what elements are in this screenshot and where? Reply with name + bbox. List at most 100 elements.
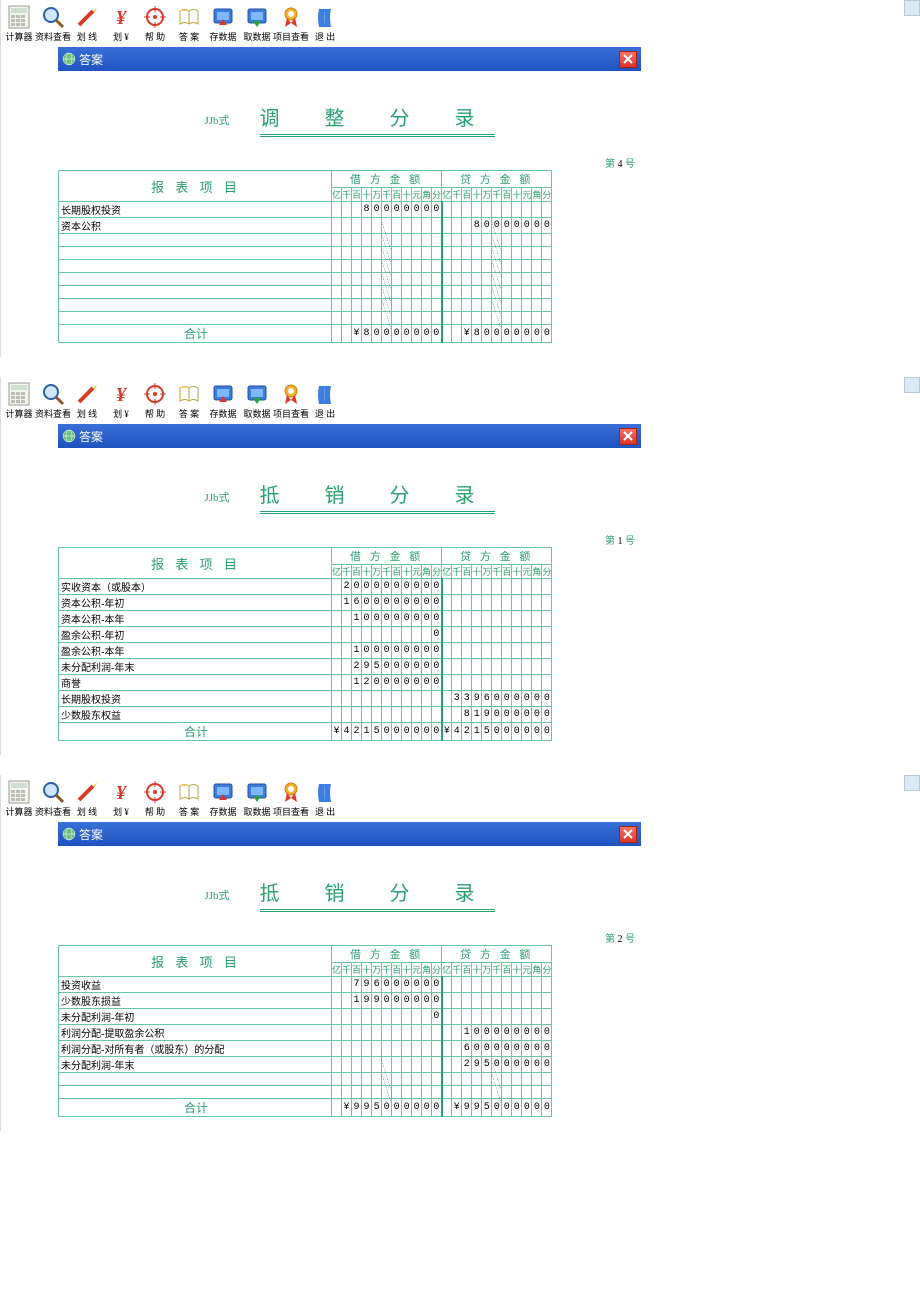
debit-cell[interactable]: [332, 247, 342, 260]
item-name[interactable]: 长期股权投资: [59, 691, 332, 707]
debit-cell[interactable]: [422, 299, 432, 312]
credit-cell[interactable]: [472, 286, 482, 299]
credit-cell[interactable]: [452, 1041, 462, 1057]
credit-cell[interactable]: 9: [482, 707, 492, 723]
debit-cell[interactable]: [392, 234, 402, 247]
debit-cell[interactable]: 0: [382, 202, 392, 218]
debit-cell[interactable]: [412, 1009, 422, 1025]
debit-cell[interactable]: [342, 659, 352, 675]
credit-cell[interactable]: [482, 299, 492, 312]
credit-cell[interactable]: [462, 218, 472, 234]
debit-cell[interactable]: [342, 1086, 352, 1099]
credit-cell[interactable]: [462, 1009, 472, 1025]
credit-cell[interactable]: [502, 286, 512, 299]
credit-cell[interactable]: [442, 691, 452, 707]
credit-cell[interactable]: [542, 234, 552, 247]
debit-cell[interactable]: 5: [372, 659, 382, 675]
toolbar-btn-3[interactable]: ¥ 划 ¥: [105, 4, 137, 43]
credit-cell[interactable]: 0: [512, 1041, 522, 1057]
credit-cell[interactable]: [462, 312, 472, 325]
credit-cell[interactable]: 0: [512, 1057, 522, 1073]
debit-cell[interactable]: 0: [422, 993, 432, 1009]
debit-cell[interactable]: [362, 627, 372, 643]
debit-cell[interactable]: [402, 1041, 412, 1057]
debit-cell[interactable]: 0: [432, 579, 442, 595]
credit-cell[interactable]: [462, 260, 472, 273]
credit-cell[interactable]: [542, 247, 552, 260]
debit-cell[interactable]: [422, 1009, 432, 1025]
credit-cell[interactable]: [542, 299, 552, 312]
credit-cell[interactable]: 0: [532, 1057, 542, 1073]
debit-cell[interactable]: [422, 286, 432, 299]
debit-cell[interactable]: 0: [362, 643, 372, 659]
toolbar-btn-9[interactable]: 退 出: [309, 381, 341, 420]
credit-cell[interactable]: [472, 643, 482, 659]
credit-cell[interactable]: 0: [512, 218, 522, 234]
credit-cell[interactable]: 0: [532, 1025, 542, 1041]
credit-cell[interactable]: [492, 659, 502, 675]
credit-cell[interactable]: [522, 312, 532, 325]
debit-cell[interactable]: 0: [382, 611, 392, 627]
credit-cell[interactable]: [502, 675, 512, 691]
debit-cell[interactable]: [372, 1073, 382, 1086]
debit-cell[interactable]: [412, 1073, 422, 1086]
debit-cell[interactable]: 1: [342, 595, 352, 611]
debit-cell[interactable]: [412, 247, 422, 260]
debit-cell[interactable]: [392, 299, 402, 312]
credit-cell[interactable]: [452, 202, 462, 218]
item-name[interactable]: 未分配利润-年末: [59, 659, 332, 675]
debit-cell[interactable]: [362, 707, 372, 723]
toolbar-btn-8[interactable]: 项目查看: [275, 779, 307, 818]
credit-cell[interactable]: [512, 579, 522, 595]
credit-cell[interactable]: [462, 579, 472, 595]
credit-cell[interactable]: [512, 1073, 522, 1086]
credit-cell[interactable]: [542, 202, 552, 218]
debit-cell[interactable]: [342, 234, 352, 247]
credit-cell[interactable]: [542, 1073, 552, 1086]
debit-cell[interactable]: [332, 977, 342, 993]
debit-cell[interactable]: [372, 247, 382, 260]
credit-cell[interactable]: 0: [522, 1041, 532, 1057]
debit-cell[interactable]: [352, 286, 362, 299]
debit-cell[interactable]: [422, 218, 432, 234]
credit-cell[interactable]: 0: [542, 691, 552, 707]
credit-cell[interactable]: [502, 312, 512, 325]
credit-cell[interactable]: [532, 643, 542, 659]
credit-cell[interactable]: [482, 675, 492, 691]
debit-cell[interactable]: 0: [392, 579, 402, 595]
credit-cell[interactable]: [542, 675, 552, 691]
credit-cell[interactable]: [542, 286, 552, 299]
debit-cell[interactable]: [332, 299, 342, 312]
credit-cell[interactable]: [462, 273, 472, 286]
toolbar-btn-4[interactable]: 帮 助: [139, 381, 171, 420]
debit-cell[interactable]: [352, 1086, 362, 1099]
credit-cell[interactable]: [442, 1041, 452, 1057]
debit-cell[interactable]: [432, 260, 442, 273]
debit-cell[interactable]: [342, 312, 352, 325]
credit-cell[interactable]: [442, 643, 452, 659]
debit-cell[interactable]: [352, 260, 362, 273]
debit-cell[interactable]: 0: [432, 202, 442, 218]
credit-cell[interactable]: [462, 202, 472, 218]
credit-cell[interactable]: 0: [482, 1025, 492, 1041]
debit-cell[interactable]: [332, 659, 342, 675]
credit-cell[interactable]: [512, 260, 522, 273]
credit-cell[interactable]: 0: [492, 707, 502, 723]
credit-cell[interactable]: [482, 202, 492, 218]
debit-cell[interactable]: [412, 707, 422, 723]
credit-cell[interactable]: [462, 247, 472, 260]
credit-cell[interactable]: [502, 299, 512, 312]
debit-cell[interactable]: [332, 707, 342, 723]
credit-cell[interactable]: [442, 273, 452, 286]
debit-cell[interactable]: 2: [362, 675, 372, 691]
debit-cell[interactable]: [352, 1009, 362, 1025]
credit-cell[interactable]: 0: [492, 218, 502, 234]
debit-cell[interactable]: [352, 299, 362, 312]
credit-cell[interactable]: [542, 312, 552, 325]
debit-cell[interactable]: 0: [382, 659, 392, 675]
credit-cell[interactable]: 0: [532, 707, 542, 723]
credit-cell[interactable]: [502, 595, 512, 611]
credit-cell[interactable]: 0: [522, 218, 532, 234]
debit-cell[interactable]: [332, 1025, 342, 1041]
credit-cell[interactable]: [442, 977, 452, 993]
